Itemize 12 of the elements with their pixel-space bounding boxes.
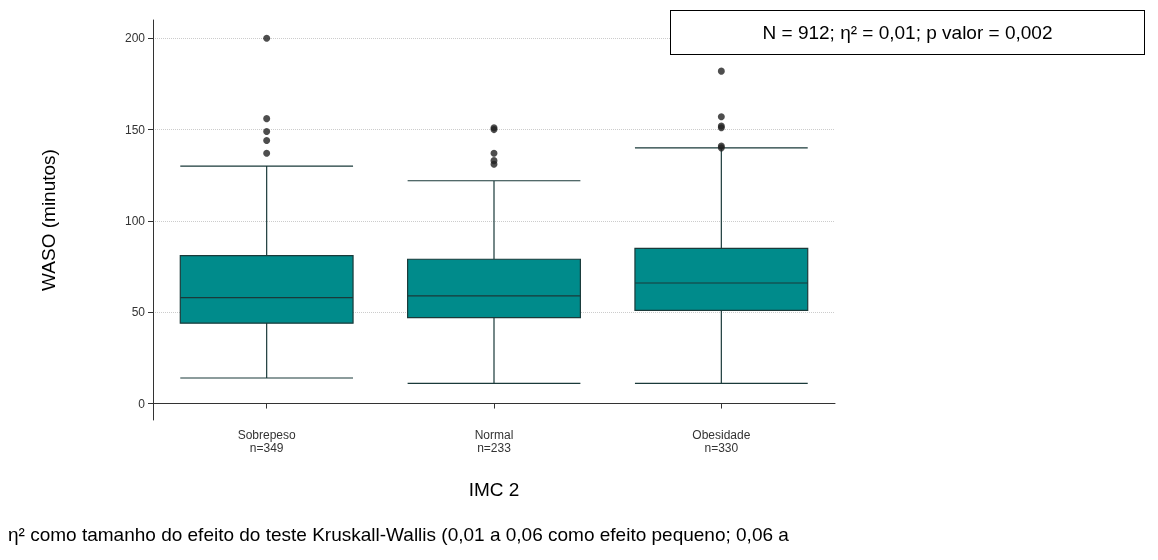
y-tick-label: 0 [138,396,146,411]
y-tick-label: 150 [124,122,146,137]
x-tick-label: Sobrepeso n=349 [237,427,297,455]
y-tick-label: 100 [124,213,146,228]
text: η² como tamanho do efeito do teste Kruskall-Wallis (0,01 a 0,06 como efeito pequeno; 0,06 a [8,524,789,546]
x-tick-label: Normal n=233 [474,427,514,455]
y-tick-label: 200 [124,31,146,46]
y-axis-title: WASO (minutos) [38,149,59,291]
note-box: N = 912; η² = 0,01; p valor = 0,002 [670,10,1145,55]
y-tick-label: 50 [131,305,146,320]
x-tick-label: Obesidade n=330 [692,427,751,455]
x-axis-title: IMC 2 [468,479,520,500]
